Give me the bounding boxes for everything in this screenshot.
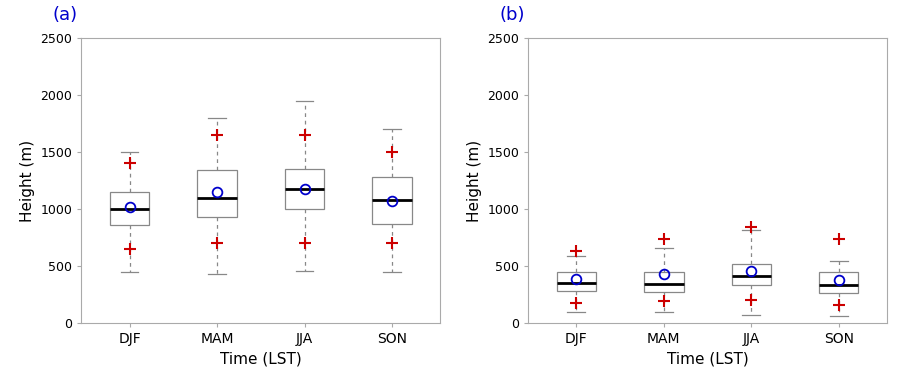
Bar — [819, 272, 859, 293]
Bar — [372, 177, 412, 224]
Bar — [557, 272, 596, 290]
Y-axis label: Height (m): Height (m) — [467, 139, 481, 222]
Y-axis label: Height (m): Height (m) — [20, 139, 35, 222]
Bar — [197, 170, 237, 217]
Bar — [110, 192, 149, 225]
Bar — [644, 272, 683, 292]
X-axis label: Time (LST): Time (LST) — [667, 352, 748, 367]
X-axis label: Time (LST): Time (LST) — [220, 352, 301, 367]
Bar — [731, 264, 771, 285]
Text: (b): (b) — [500, 6, 525, 24]
Bar — [285, 169, 324, 209]
Text: (a): (a) — [52, 6, 78, 24]
